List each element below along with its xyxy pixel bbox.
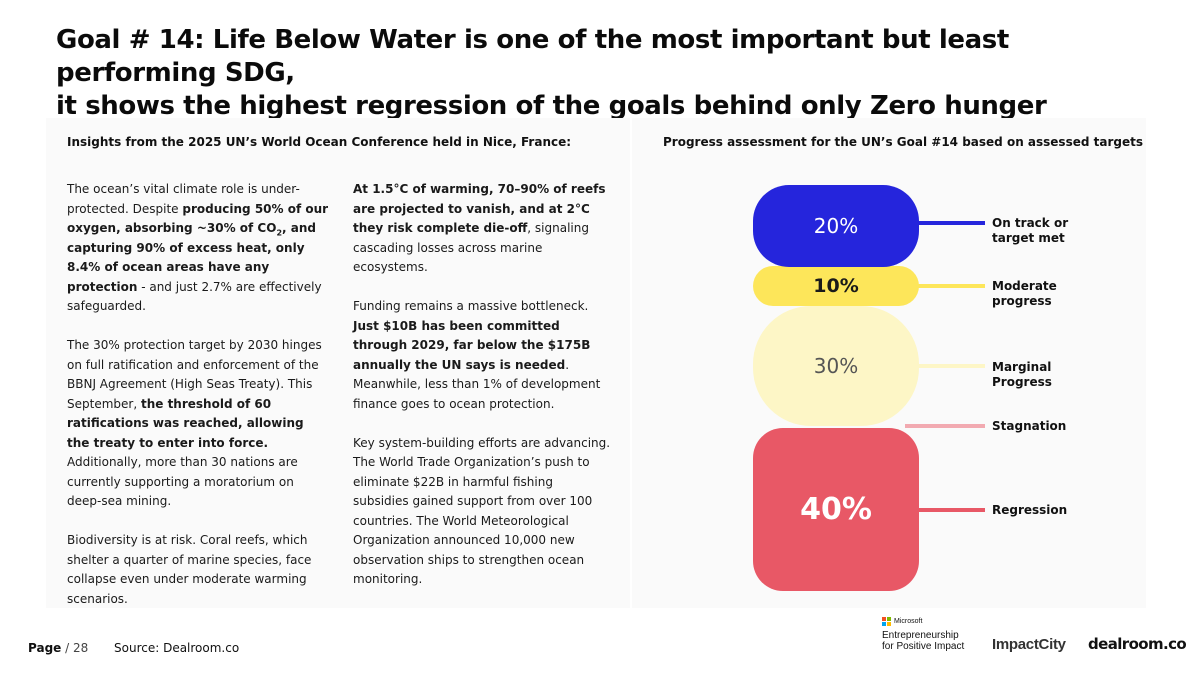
insights-heading: Insights from the 2025 UN’s World Ocean …	[67, 135, 572, 149]
insight-paragraph: At 1.5°C of warming, 70–90% of reefs are…	[353, 180, 611, 278]
bar-value-label: 10%	[813, 275, 859, 297]
page-label: Page	[28, 641, 62, 655]
insight-emphasis: producing 50% of our oxygen, absorbing ~…	[67, 202, 328, 294]
insight-emphasis-text: , and capturing 90% of excess heat, only…	[67, 221, 316, 294]
source-note: Source: Dealroom.co	[114, 641, 240, 655]
bar-on-track: 20%	[753, 185, 919, 267]
insight-text: . Meanwhile, less than 1% of development…	[353, 357, 601, 411]
insight-emphasis: Just $10B has been committed through 202…	[353, 318, 591, 372]
legend-regression: Regression	[992, 503, 1122, 518]
legend-text: progress	[992, 294, 1052, 308]
legend-text: Moderate	[992, 279, 1057, 293]
insight-text: , signaling cascading losses across mari…	[353, 221, 589, 274]
microsoft-windows-icon	[882, 617, 891, 626]
bar-value-label: 30%	[813, 354, 859, 378]
legend-on-track: On track or target met	[992, 216, 1122, 246]
insights-panel	[46, 118, 630, 608]
legend-text: On track or	[992, 216, 1069, 230]
page-total: / 28	[65, 641, 89, 655]
legend-text: target met	[992, 231, 1065, 245]
microsoft-logo: Microsoft Entrepreneurship for Positive …	[882, 617, 992, 652]
bar-moderate-progress: 10%	[753, 266, 919, 306]
legend-text: Stagnation	[992, 419, 1067, 433]
insights-column-2: At 1.5°C of warming, 70–90% of reefs are…	[353, 180, 611, 609]
insight-text: Additionally, more than 30 nations are c…	[67, 455, 298, 508]
insight-text: The ocean’s vital climate role is under-…	[67, 182, 300, 216]
insight-paragraph: Biodiversity is at risk. Coral reefs, wh…	[67, 533, 312, 606]
legend-marginal-progress: Marginal Progress	[992, 360, 1122, 390]
insight-emphasis: the threshold of 60 ratifications was re…	[67, 396, 304, 450]
insight-emphasis: At 1.5°C of warming, 70–90% of reefs are…	[353, 182, 606, 235]
legend-text: Progress	[992, 375, 1052, 389]
insight-text: Funding remains a massive bottleneck.	[353, 299, 589, 313]
chart-title: Progress assessment for the UN’s Goal #1…	[663, 135, 1143, 149]
insight-paragraph: Key system-building efforts are advancin…	[353, 435, 611, 587]
bar-value-label: 20%	[813, 214, 859, 238]
insight-paragraph: Funding remains a massive bottleneck. Ju…	[353, 297, 611, 414]
legend-moderate-progress: Moderate progress	[992, 279, 1122, 309]
legend-text: Regression	[992, 503, 1068, 517]
insights-column-1: The ocean’s vital climate role is under-…	[67, 180, 329, 629]
insight-emphasis-text: producing 50% of our oxygen, absorbing ~…	[67, 201, 329, 236]
insight-text: The 30% protection target by 2030 hinges…	[67, 338, 322, 411]
microsoft-brand: Microsoft	[882, 617, 992, 626]
title-line-1: Goal # 14: Life Below Water is one of th…	[56, 25, 1009, 88]
microsoft-tagline-line: for Positive Impact	[882, 640, 965, 652]
insight-text: - and just 2.7% are effectively safeguar…	[67, 279, 322, 314]
bar-value-label: 40%	[800, 492, 872, 527]
impactcity-logo: ImpactCity	[992, 636, 1066, 653]
page-title: Goal # 14: Life Below Water is one of th…	[56, 24, 1166, 123]
page-number: Page / 28	[28, 640, 88, 656]
legend-stagnation: Stagnation	[992, 419, 1122, 434]
microsoft-wordmark: Microsoft	[894, 618, 923, 625]
legend-text: Marginal	[992, 360, 1052, 374]
microsoft-tagline-line: Entrepreneurship	[882, 630, 959, 641]
insight-paragraph: The ocean’s vital climate role is under-…	[67, 180, 329, 317]
dealroom-logo: dealroom.co	[1088, 635, 1187, 653]
microsoft-tagline: Entrepreneurship for Positive Impact	[882, 630, 992, 652]
insight-paragraph: The 30% protection target by 2030 hinges…	[67, 336, 329, 512]
title-line-2: it shows the highest regression of the g…	[56, 91, 1047, 121]
bar-marginal-progress: 30%	[753, 306, 919, 426]
subscript-text: 2	[276, 228, 283, 238]
bar-regression: 40%	[753, 428, 919, 591]
